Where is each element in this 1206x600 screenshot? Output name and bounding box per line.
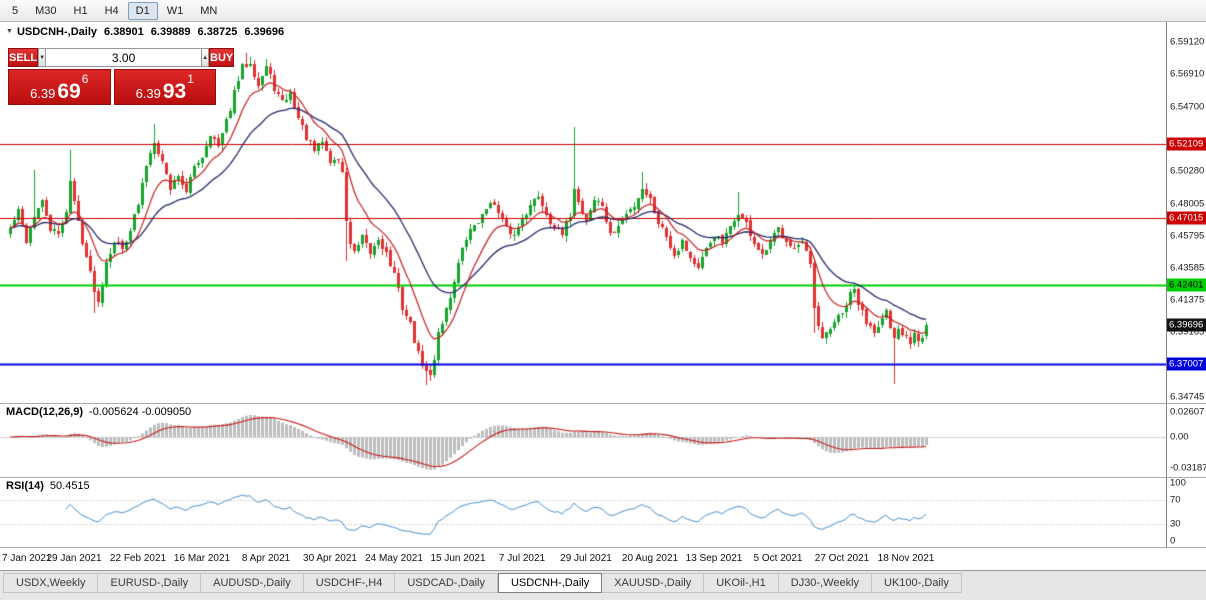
macd-name: MACD(12,26,9) [6,406,84,418]
time-axis-label: 16 Mar 2021 [173,553,231,564]
time-axis-label: 29 Jul 2021 [560,553,612,564]
price-line-label: 6.52109 [1167,137,1206,151]
rsi-axis-label: 0 [1170,535,1176,547]
timeframe-button-h1[interactable]: H1 [73,4,88,17]
pane-separator [0,477,1206,478]
timeframe-button-5[interactable]: 5 [12,4,19,17]
time-axis-label: 30 Apr 2021 [303,553,357,564]
timeframe-button-m30[interactable]: M30 [35,4,57,17]
current-price-label: 6.39696 [1167,318,1206,332]
chart-symbol-title: USDCNH-,Daily [16,26,98,38]
one-click-collapse-icon[interactable]: ▼ [6,28,13,35]
ohlc-open: 6.38901 [104,26,144,38]
time-axis-label: 7 Jul 2021 [498,553,546,564]
ohlc-low: 6.38725 [197,26,238,38]
pane-separator [0,403,1206,404]
price-axis-label: 6.39165 [1170,326,1205,338]
rsi-axis-label: 70 [1170,494,1181,506]
rsi-name: RSI(14) [6,480,44,492]
time-axis-label: 5 Oct 2021 [753,553,803,564]
lot-size-input[interactable] [45,48,203,67]
chart-tab-eurusd-daily[interactable]: EURUSD-,Daily [98,573,202,593]
chart-tab-usdchf-h4[interactable]: USDCHF-,H4 [303,573,396,593]
lot-increase-icon[interactable]: ▲ [202,48,210,67]
sell-button[interactable]: SELL [8,48,39,67]
time-axis-label: 29 Jan 2021 [46,553,102,564]
price-axis-label: 6.54700 [1170,101,1205,113]
price-axis-label: 6.48005 [1170,198,1205,210]
price-line-label: 6.37007 [1167,357,1206,371]
macd-indicator-label: MACD(12,26,9) -0.005624 -0.009050 [6,406,191,418]
sell-price-prefix: 6.39 [30,86,56,102]
time-axis: 7 Jan 2021 29 Jan 2021 22 Feb 2021 16 Mar 2… [0,548,1166,570]
pane-separator [0,547,1206,548]
price-line-label: 6.42401 [1167,278,1206,292]
time-axis-label: 18 Nov 2021 [877,553,935,564]
trade-controls-row: SELL ▼ ▲ BUY [8,48,235,67]
time-axis-label: 24 May 2021 [365,553,423,564]
sell-price-button[interactable]: 6.39 69 6 [8,69,111,105]
chart-tab-audusd-daily[interactable]: AUDUSD-,Daily [201,573,304,593]
chart-tab-ukoil-h1[interactable]: UKOil-,H1 [704,573,779,593]
chart-tab-dj30-weekly[interactable]: DJ30-,Weekly [778,573,873,593]
chart-tab-xauusd-daily[interactable]: XAUUSD-,Daily [602,573,705,593]
chart-tab-usdcnh-daily[interactable]: USDCNH-,Daily [497,573,603,593]
sell-price-pip: 6 [81,72,89,86]
time-axis-label: 7 Jan 2021 [2,553,52,564]
buy-price-main: 93 [162,80,187,104]
price-line-label: 6.47015 [1167,211,1206,225]
price-chart-canvas[interactable] [0,22,1166,548]
time-axis-label: 20 Aug 2021 [621,553,679,564]
price-axis-label: 6.43585 [1170,262,1205,274]
chart-header: ▼ USDCNH-,Daily 6.38901 6.39889 6.38725 6.396… [6,26,284,38]
rsi-indicator-label: RSI(14) 50.4515 [6,480,90,492]
timeframe-button-d1[interactable]: D1 [127,1,158,20]
price-axis-label: 6.45795 [1170,230,1205,242]
time-axis-label: 8 Apr 2021 [241,553,291,564]
rsi-axis-label: 100 [1170,477,1186,489]
rsi-axis-label: 30 [1170,518,1181,530]
price-axis-label: 6.41375 [1170,294,1205,306]
time-axis-label: 27 Oct 2021 [814,553,870,564]
ohlc-close: 6.39696 [244,26,285,38]
macd-values: -0.005624 -0.009050 [89,406,192,418]
trade-price-row: 6.39 69 6 6.39 93 1 [8,69,216,105]
macd-axis-label: 0.00 [1170,431,1189,443]
price-axis: 6.59120 6.56910 6.54700 6.50280 6.48005 6.457… [1166,22,1206,548]
chart-tab-usdx-weekly[interactable]: USDX,Weekly [3,573,99,593]
time-axis-label: 22 Feb 2021 [109,553,167,564]
buy-price-prefix: 6.39 [135,86,161,102]
price-axis-label: 6.56910 [1170,68,1205,80]
chart-tab-bar: USDX,Weekly EURUSD-,Daily AUDUSD-,Daily USD… [0,570,1206,600]
price-axis-label: 6.50280 [1170,165,1205,177]
price-axis-label: 6.34745 [1170,391,1205,402]
chart-tab-uk100-daily[interactable]: UK100-,Daily [872,573,962,593]
buy-button[interactable]: BUY [209,48,235,67]
timeframe-button-mn[interactable]: MN [200,4,218,17]
price-axis-label: 6.59120 [1170,36,1205,48]
time-axis-label: 13 Sep 2021 [685,553,743,564]
chart-tab-usdcad-daily[interactable]: USDCAD-,Daily [395,573,498,593]
sell-price-main: 69 [57,80,81,104]
buy-price-pip: 1 [187,72,194,86]
timeframe-button-h4[interactable]: H4 [104,4,119,17]
timeframe-toolbar: 5 M30 H1 H4 D1 W1 MN [0,0,1206,22]
buy-price-button[interactable]: 6.39 93 1 [113,69,216,105]
macd-axis-label: 0.02607 [1170,406,1205,418]
lot-decrease-icon[interactable]: ▼ [38,48,46,67]
rsi-value: 50.4515 [49,480,90,492]
chart-window: ▼ USDCNH-,Daily 6.38901 6.39889 6.38725 6.396… [0,22,1206,570]
timeframe-button-w1[interactable]: W1 [166,4,184,17]
ohlc-high: 6.39889 [150,26,191,38]
time-axis-label: 15 Jun 2021 [430,553,486,564]
macd-axis-label: -0.03187 [1170,462,1206,474]
